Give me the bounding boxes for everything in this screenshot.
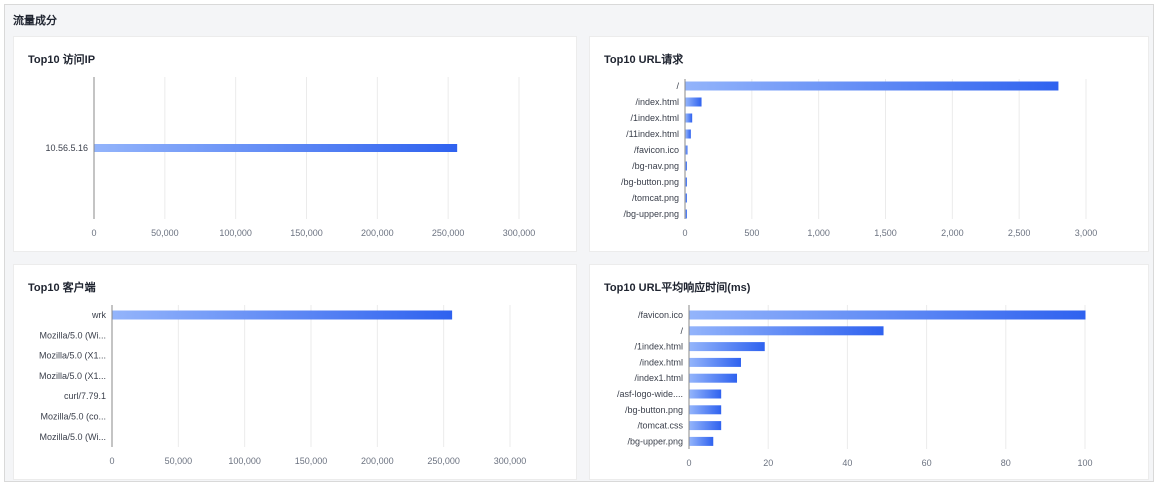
- category-label: /1index.html: [630, 113, 679, 123]
- bar[interactable]: [685, 129, 691, 139]
- x-tick-label: 40: [842, 458, 852, 468]
- x-tick-label: 0: [686, 458, 691, 468]
- bar[interactable]: [685, 177, 688, 187]
- top10-ip-chart: 0 50,000 100,000 150,000 200,000 250,000 300,0…: [45, 77, 536, 238]
- category-label: /: [676, 81, 679, 91]
- x-tick-label: 1,500: [874, 228, 897, 238]
- bar[interactable]: [689, 342, 765, 352]
- x-tick-label: 60: [922, 458, 932, 468]
- category-label: Mozilla/5.0 (Wi...: [39, 432, 106, 442]
- bar[interactable]: [685, 161, 688, 171]
- category-label: Mozilla/5.0 (X1...: [39, 351, 106, 361]
- bar[interactable]: [689, 310, 1086, 320]
- traffic-composition-container: 流量成分 Top10 访问IP 0 50,000 100,000 150,000 200…: [4, 4, 1154, 482]
- x-tick-label: 0: [109, 456, 114, 466]
- bar[interactable]: [94, 144, 458, 152]
- chart-title: Top10 访问IP: [28, 54, 96, 66]
- bar[interactable]: [689, 357, 741, 367]
- bar[interactable]: [685, 97, 702, 107]
- category-label: /11index.html: [626, 129, 679, 139]
- category-label: /index1.html: [634, 373, 683, 383]
- category-label: /tomcat.png: [632, 193, 679, 203]
- bar[interactable]: [689, 326, 884, 336]
- x-tick-label: 300,000: [503, 228, 536, 238]
- bar[interactable]: [689, 405, 722, 415]
- category-label: /bg-button.png: [625, 405, 683, 415]
- bar[interactable]: [689, 436, 714, 446]
- bar[interactable]: [685, 81, 1059, 91]
- category-label: /asf-logo-wide....: [617, 389, 683, 399]
- bar[interactable]: [685, 145, 688, 155]
- top10-url-response-time-panel: Top10 URL平均响应时间(ms) 0 20 40 60 80 100/favicon…: [589, 264, 1149, 480]
- category-label: /bg-upper.png: [627, 436, 683, 446]
- category-label: /index.html: [639, 357, 683, 367]
- section-title: 流量成分: [13, 15, 57, 27]
- category-label: /bg-upper.png: [623, 209, 679, 219]
- bar[interactable]: [689, 421, 722, 431]
- bar[interactable]: [112, 310, 453, 320]
- category-label: /index.html: [635, 97, 679, 107]
- category-label: Mozilla/5.0 (Wi...: [39, 330, 106, 340]
- category-label: 10.56.5.16: [45, 143, 88, 153]
- top10-clients-panel: Top10 客户端 0 50,000 100,000 150,000 200,000 25…: [13, 264, 577, 480]
- top10-url-requests-chart: 0 500 1,000 1,500 2,000 2,500 3,000 / /index.htm…: [621, 79, 1098, 238]
- x-tick-label: 250,000: [432, 228, 465, 238]
- x-tick-label: 0: [682, 228, 687, 238]
- category-label: curl/7.79.1: [64, 391, 106, 401]
- x-tick-label: 1,000: [807, 228, 830, 238]
- category-label: /favicon.ico: [634, 145, 679, 155]
- x-tick-label: 2,500: [1008, 228, 1031, 238]
- x-tick-label: 20: [763, 458, 773, 468]
- category-label: /: [680, 326, 683, 336]
- bar[interactable]: [689, 389, 722, 399]
- x-tick-label: 80: [1001, 458, 1011, 468]
- bar[interactable]: [685, 193, 688, 203]
- x-tick-label: 3,000: [1075, 228, 1098, 238]
- x-tick-label: 200,000: [361, 456, 394, 466]
- chart-title: Top10 URL请求: [604, 54, 684, 66]
- top10-url-requests-panel: Top10 URL请求 0 500 1,000 1,500 2,000 2,500 3,00…: [589, 36, 1149, 252]
- x-tick-label: 50,000: [151, 228, 179, 238]
- x-tick-label: 50,000: [165, 456, 193, 466]
- chart-title: Top10 客户端: [28, 282, 96, 294]
- top10-ip-panel: Top10 访问IP 0 50,000 100,000 150,000 200,000 2…: [13, 36, 577, 252]
- category-label: wrk: [91, 310, 106, 320]
- x-tick-label: 500: [744, 228, 759, 238]
- bar[interactable]: [685, 209, 688, 219]
- chart-title: Top10 URL平均响应时间(ms): [604, 282, 751, 294]
- category-label: /tomcat.css: [637, 421, 683, 431]
- category-label: /bg-nav.png: [632, 161, 679, 171]
- x-tick-label: 100,000: [228, 456, 261, 466]
- x-tick-label: 2,000: [941, 228, 964, 238]
- x-tick-label: 0: [91, 228, 96, 238]
- bar[interactable]: [685, 113, 693, 123]
- category-label: /bg-button.png: [621, 177, 679, 187]
- top10-clients-chart: 0 50,000 100,000 150,000 200,000 250,000 300,0…: [39, 305, 527, 466]
- x-tick-label: 200,000: [361, 228, 394, 238]
- x-tick-label: 100: [1077, 458, 1092, 468]
- x-tick-label: 150,000: [290, 228, 323, 238]
- category-label: /favicon.ico: [638, 310, 683, 320]
- top10-url-response-time-chart: 0 20 40 60 80 100/favicon.ico / /1index.html/in…: [617, 305, 1093, 468]
- category-label: /1index.html: [634, 342, 683, 352]
- x-tick-label: 250,000: [427, 456, 460, 466]
- x-tick-label: 300,000: [494, 456, 527, 466]
- category-label: Mozilla/5.0 (co...: [40, 412, 106, 422]
- category-label: Mozilla/5.0 (X1...: [39, 371, 106, 381]
- x-tick-label: 150,000: [295, 456, 328, 466]
- x-tick-label: 100,000: [219, 228, 252, 238]
- bar[interactable]: [689, 373, 738, 383]
